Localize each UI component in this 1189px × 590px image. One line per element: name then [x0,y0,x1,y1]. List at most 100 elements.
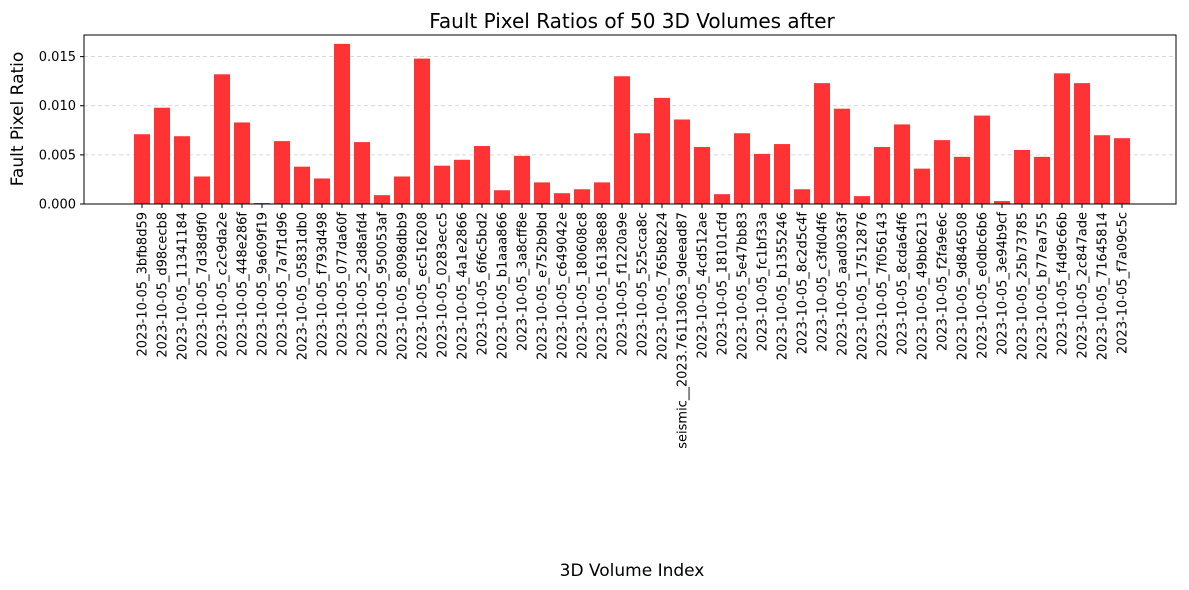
x-tick-label: 2023-10-05_3bfb8d59 [136,212,151,356]
bar [554,193,570,204]
x-tick-label: 2023-10-05_9a609f19 [256,212,271,356]
bar [734,133,750,204]
bar [454,159,470,204]
bar [374,195,390,204]
x-tick-label: 2023-10-05_f7a09c5c [1116,212,1131,354]
x-tick-label: 2023-10-05_7d38d9f0 [196,212,211,357]
x-tick-label: 2023-10-05_3a8cff8e [516,212,531,351]
bar [834,108,850,204]
bar [634,133,650,204]
bar [354,142,370,204]
x-tick-label: 2023-10-05_b1355246 [776,212,791,360]
x-tick-label: seismic__2023.76113063_9deead87 [676,212,691,449]
bar [774,144,790,204]
bar [674,119,690,204]
x-tick-label: 2023-10-05_f793d498 [316,212,331,357]
x-axis-label: 3D Volume Index [560,561,705,581]
bars [134,43,1130,205]
x-tick-label: 2023-10-05_5e47bb83 [736,212,751,360]
x-tick-label: 2023-10-05_e0dbc6b6 [976,212,991,359]
x-tick-label: 2023-10-05_448e286f [236,212,251,357]
bar [1074,83,1090,204]
x-tick-label: 2023-10-05_16138e88 [596,212,611,360]
y-tick-label: 0.000 [39,198,76,213]
bar [514,155,530,204]
x-tick-label: 2023-10-05_077da60f [336,212,351,357]
bar [434,165,450,204]
y-axis-label: Fault Pixel Ratio [8,52,28,187]
bar [654,97,670,204]
bar [914,168,930,204]
bar [234,122,250,204]
bar [814,83,830,204]
x-tick-label: 2023-10-05_f1220a9e [616,212,631,356]
bar [994,201,1010,204]
x-tick-label: 2023-10-05_c2c9da2e [216,212,231,357]
bar [294,166,310,204]
bar [134,134,150,204]
bar [754,153,770,204]
plot-area-frame [83,34,1177,205]
y-axis-ticks: 0.000 0.005 0.010 0.015 [39,50,84,213]
x-tick-label: 2023-10-05_4cd512ae [696,212,711,359]
bar [934,140,950,204]
x-tick-label: 2023-10-05_7a7f1d96 [276,212,291,356]
x-tick-label: 2023-10-05_2c847ade [1076,212,1091,359]
x-tick-label: 2023-10-05_0283ecc5 [436,212,451,358]
bar [694,147,710,204]
x-tick-label: 2023-10-05_4a1e2866 [456,212,471,360]
bar [794,189,810,204]
x-tick-label: 2023-10-05_c3fd04f6 [816,212,831,352]
x-tick-label: 2023-10-05_b77ea755 [1036,212,1051,360]
bar [534,182,550,204]
x-tick-label: 2023-10-05_f4d9c66b [1056,212,1071,355]
bar [1034,156,1050,204]
bar [474,146,490,204]
x-tick-label: 2023-10-05_49bb6213 [916,212,931,360]
x-tick-label: 2023-10-05_f2fa9e6c [936,212,951,351]
x-tick-label: 2023-10-05_05831db0 [296,212,311,360]
x-tick-label: 2023-10-05_23d8afd4 [356,212,371,356]
bar [394,176,410,204]
x-tick-label: 2023-10-05_b1aaa866 [496,212,511,359]
bar [1114,138,1130,204]
x-tick-label: 2023-10-05_25b73785 [1016,212,1031,360]
bar [274,141,290,204]
x-tick-label: 2023-10-05_18101cfd [716,212,731,355]
x-tick-label: 2023-10-05_765b8224 [656,212,671,360]
x-tick-label: 2023-10-05_d98cecb8 [156,212,171,358]
bar [174,136,190,204]
bar [334,43,350,205]
bar [594,182,610,204]
bar [494,190,510,204]
bar [954,156,970,204]
bar [974,115,990,204]
x-tick-label: 2023-10-05_950053af [376,212,391,357]
bar [414,58,430,205]
x-tick-label: 2023-10-05_11341184 [176,212,191,360]
x-tick-label: 2023-10-05_8c2d5c4f [796,212,811,355]
bar [854,196,870,204]
x-axis-ticks: 2023-10-05_3bfb8d59 2023-10-05_d98cecb8 20… [136,204,1131,449]
bar [154,107,170,204]
y-tick-label: 0.010 [39,99,76,114]
x-tick-label: 2023-10-05_fc1bf33a [756,212,771,351]
x-tick-label: 2023-10-05_180608c8 [576,212,591,359]
x-tick-label: 2023-10-05_71645814 [1096,212,1111,360]
x-tick-label: 2023-10-05_9d846508 [956,212,971,360]
bar [194,176,210,204]
bar [614,76,630,204]
bar [214,74,230,204]
x-tick-label: 2023-10-05_8098dbb9 [396,212,411,360]
x-tick-label: 2023-10-05_e752b9bd [536,212,551,360]
bar [1054,73,1070,205]
x-tick-label: 2023-10-05_c649042e [556,212,571,359]
x-tick-label: 2023-10-05_ec516208 [416,212,431,359]
bar [1094,135,1110,204]
x-tick-label: 2023-10-05_3e94b9cf [996,212,1011,356]
x-tick-label: 2023-10-05_17512876 [856,212,871,360]
x-tick-label: 2023-10-05_525cca8c [636,212,651,357]
y-tick-label: 0.005 [39,148,76,163]
x-tick-label: 2023-10-05_7f056143 [876,212,891,357]
